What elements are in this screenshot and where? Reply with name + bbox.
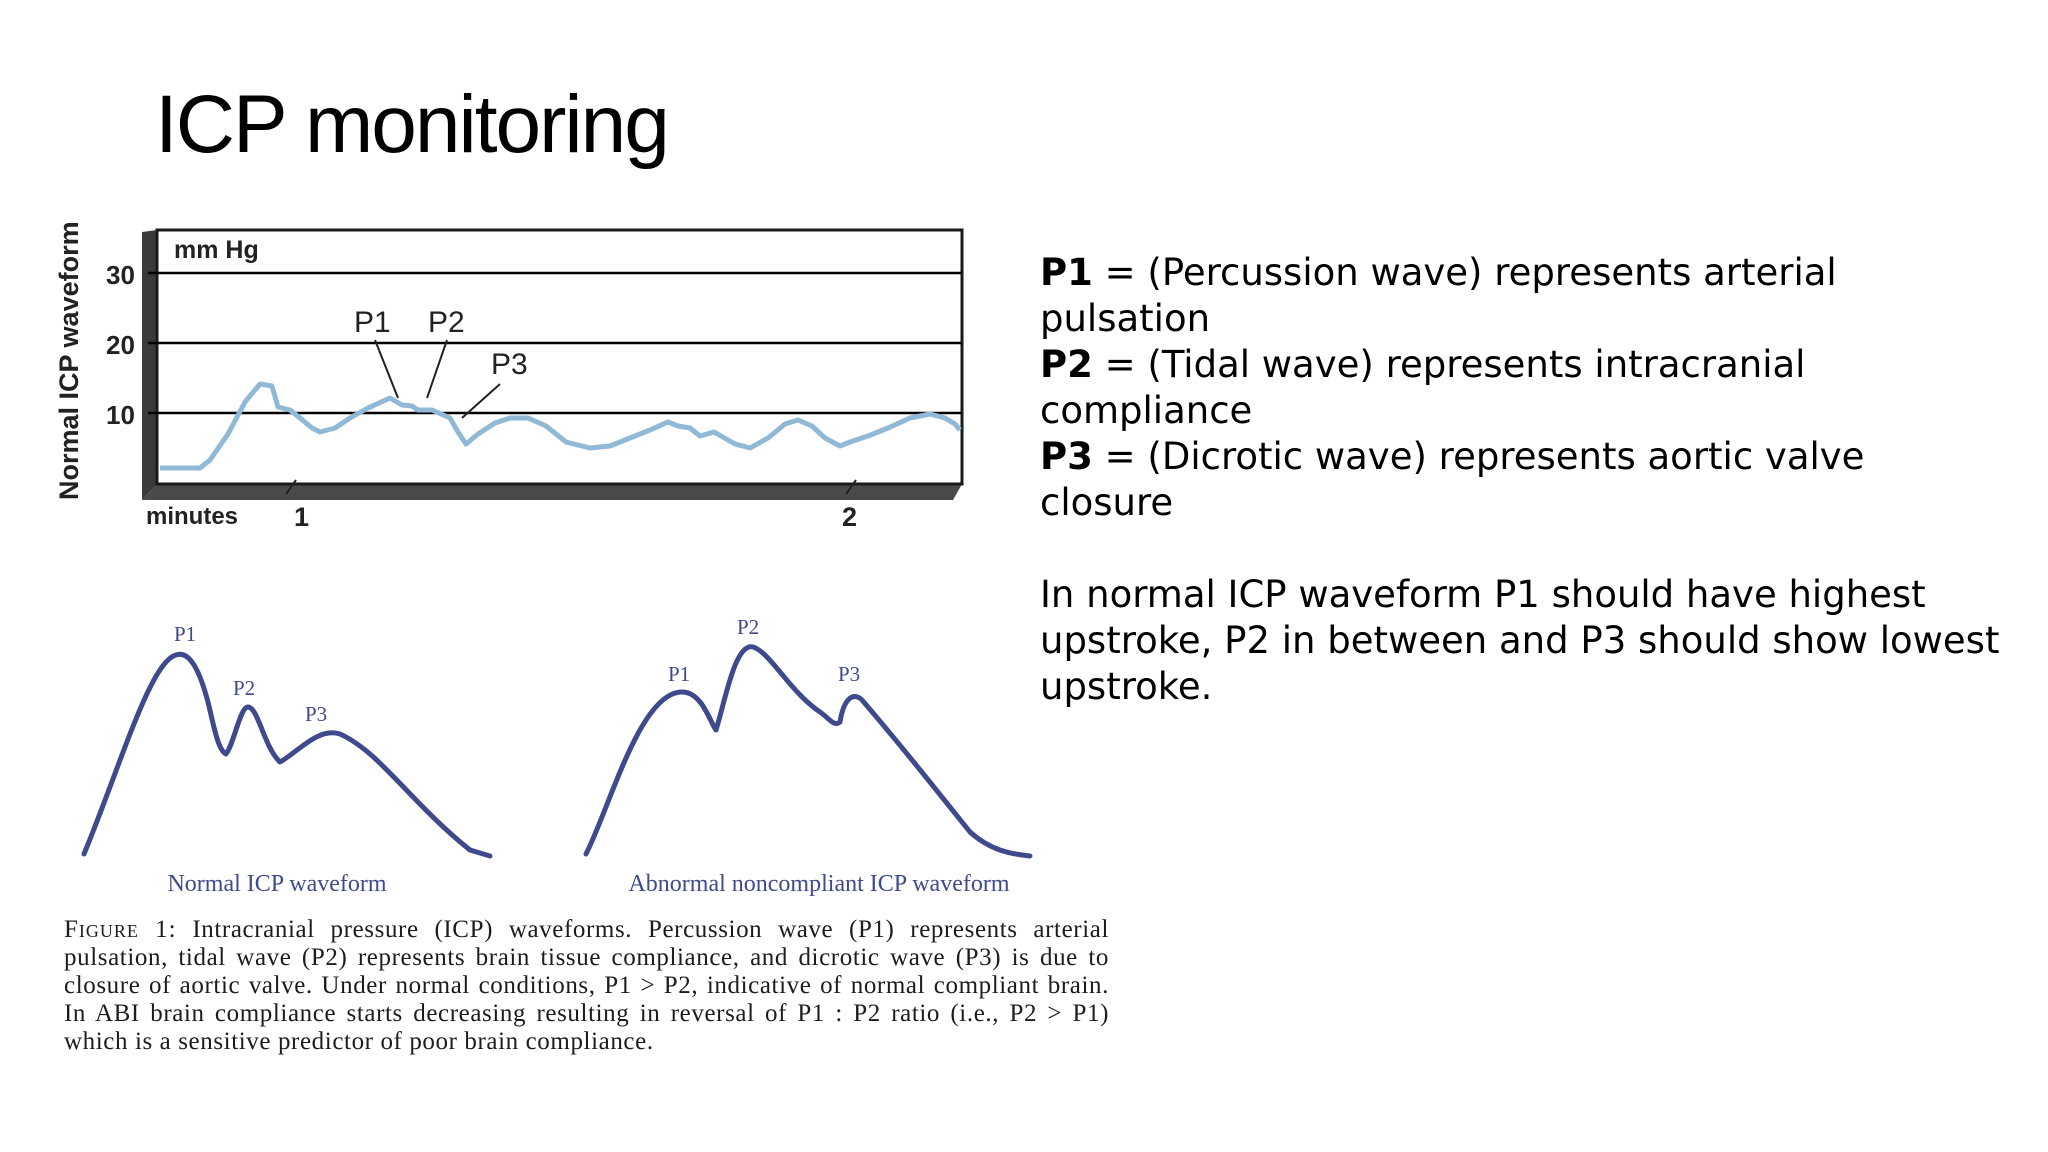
pointer-p2 (426, 339, 448, 399)
abnormal-waveform-panel: P1 P2 P3 Abnormal noncompliant ICP wavef… (583, 615, 1033, 897)
x-axis-label: minutes (146, 503, 238, 530)
icp-figure-graphic: 30 20 10 Normal ICP waveform mm Hg P1 P2… (54, 221, 1033, 897)
annotation-p2: P2 (428, 306, 465, 339)
normal-waveform-curve (81, 651, 493, 859)
definition-term: P2 (1040, 343, 1093, 386)
definition-text: = (Tidal wave) represents intracranial c… (1040, 343, 1806, 432)
paragraph-spacer (1040, 526, 2000, 572)
x-tick-mark-1 (285, 479, 297, 495)
annotation-p3: P3 (491, 348, 528, 381)
normal-waveform-label: Normal ICP waveform (167, 871, 386, 897)
icp-monitor-chart: 30 20 10 Normal ICP waveform mm Hg P1 P2… (54, 221, 964, 532)
icp-note: In normal ICP waveform P1 should have hi… (1040, 573, 2000, 708)
abnormal-peak-p1: P1 (668, 662, 690, 686)
y-tick-20: 20 (106, 330, 135, 360)
definition-term: P1 (1040, 251, 1093, 294)
pointer-p3 (461, 383, 501, 419)
chart-floor (142, 484, 962, 500)
x-tick-mark-2 (845, 479, 857, 495)
figure-caption-text: Intracranial pressure (ICP) waveforms. P… (64, 916, 1109, 1055)
y-tick-30: 30 (106, 260, 135, 290)
normal-peak-p1: P1 (174, 622, 196, 646)
normal-peak-p3: P3 (305, 702, 327, 726)
abnormal-waveform-label: Abnormal noncompliant ICP waveform (628, 871, 1009, 897)
unit-label: mm Hg (174, 236, 259, 264)
abnormal-peak-p3: P3 (838, 662, 860, 686)
definitions-panel: P1 = (Percussion wave) represents arteri… (1040, 250, 2000, 710)
definition-p2: P2 = (Tidal wave) represents intracrania… (1040, 342, 2000, 434)
definition-term: P3 (1040, 435, 1093, 478)
definition-text: = (Percussion wave) represents arterial … (1040, 251, 1837, 340)
icp-figure: 30 20 10 Normal ICP waveform mm Hg P1 P2… (50, 221, 1120, 1122)
normal-waveform-panel: P1 P2 P3 Normal ICP waveform (81, 622, 493, 897)
x-tick-2: 2 (842, 502, 857, 532)
abnormal-waveform-curve (583, 644, 1033, 859)
definition-p1: P1 = (Percussion wave) represents arteri… (1040, 250, 2000, 342)
figure-caption: Figure 1: Intracranial pressure (ICP) wa… (64, 916, 1109, 1056)
annotation-p1: P1 (354, 306, 391, 339)
normal-peak-p2: P2 (233, 676, 255, 700)
definition-p3: P3 = (Dicrotic wave) represents aortic v… (1040, 434, 2000, 526)
icp-trace (160, 381, 962, 471)
y-tick-10: 10 (106, 400, 135, 430)
chart-left-wall (142, 230, 157, 500)
definition-text: = (Dicrotic wave) represents aortic valv… (1040, 435, 1865, 524)
slide-title: ICP monitoring (155, 79, 670, 170)
figure-caption-label: Figure 1: (64, 916, 177, 943)
y-axis-label: Normal ICP waveform (54, 222, 84, 500)
pointer-p1 (374, 339, 399, 399)
x-tick-1: 1 (294, 502, 309, 532)
abnormal-peak-p2: P2 (737, 615, 759, 639)
